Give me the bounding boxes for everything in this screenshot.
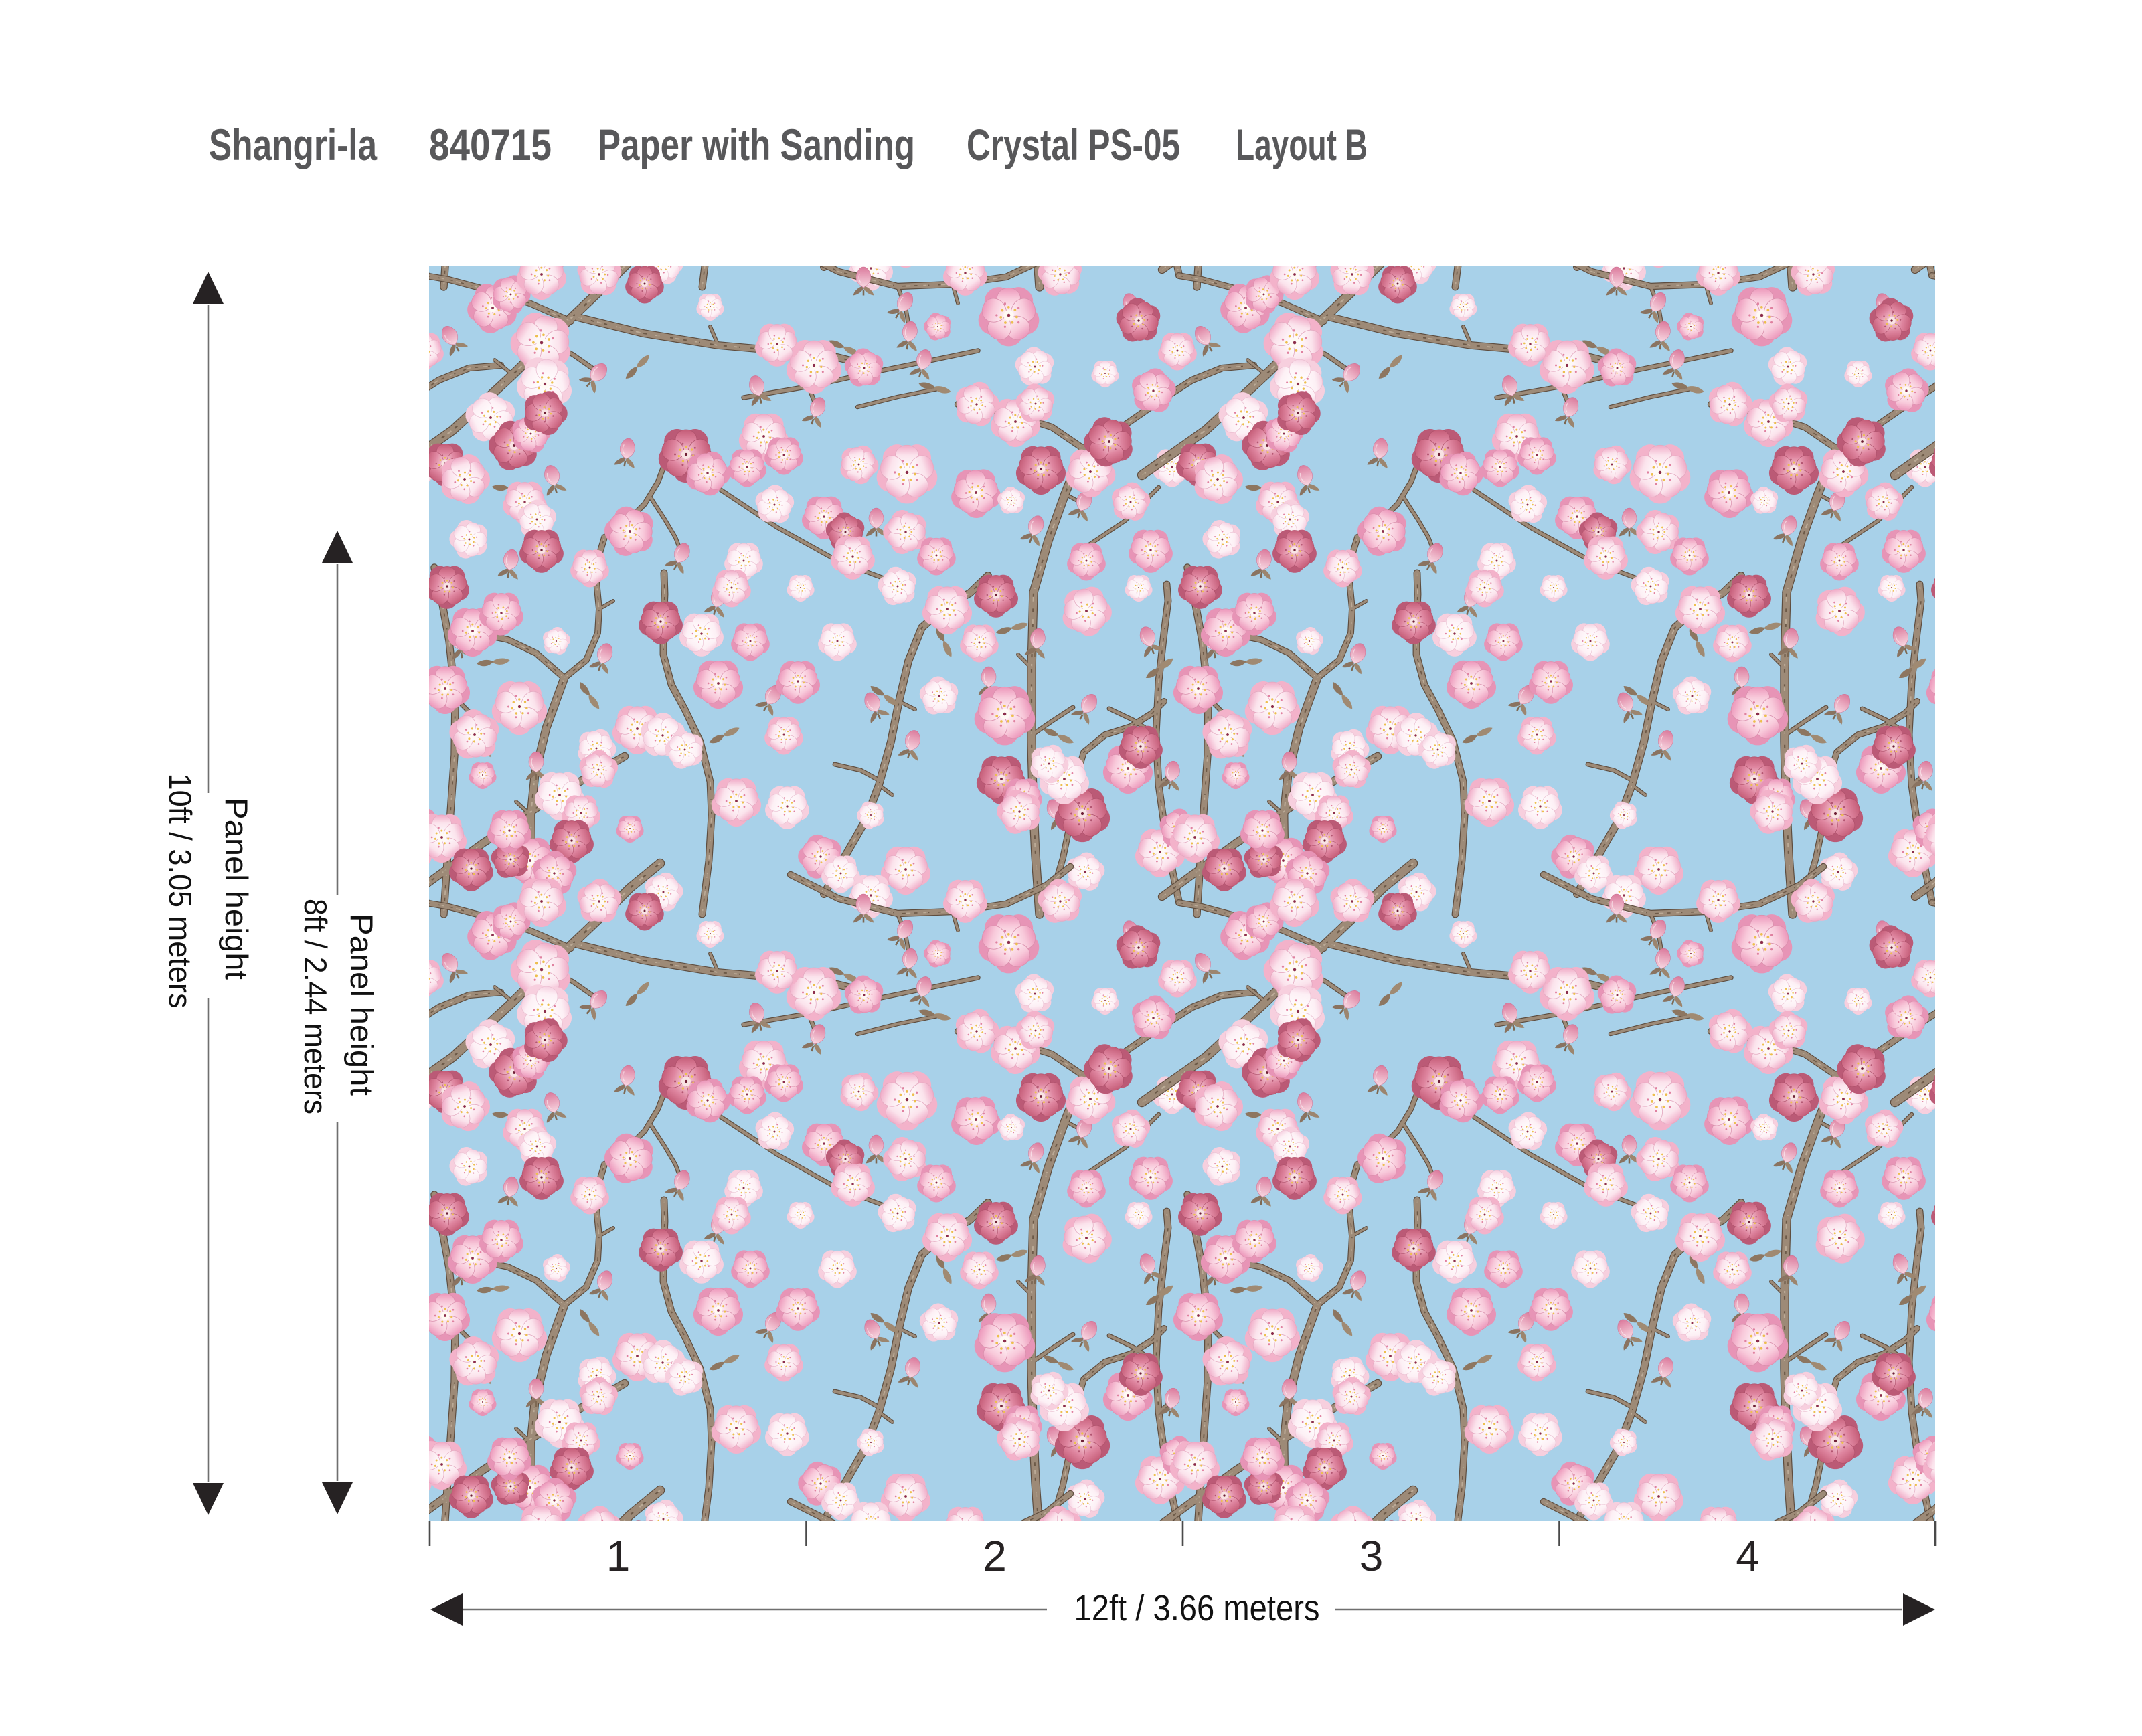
svg-text:3: 3: [1360, 1532, 1384, 1580]
svg-text:840715: 840715: [429, 120, 552, 169]
svg-text:1: 1: [606, 1532, 631, 1580]
svg-text:Paper with Sanding: Paper with Sanding: [598, 120, 915, 169]
svg-text:Panel height: Panel height: [344, 914, 380, 1096]
svg-text:12ft / 3.66 meters: 12ft / 3.66 meters: [1074, 1588, 1320, 1628]
svg-text:Panel height: Panel height: [219, 798, 254, 980]
svg-text:2: 2: [983, 1532, 1007, 1580]
svg-text:Crystal PS-05: Crystal PS-05: [967, 120, 1180, 169]
svg-text:10ft / 3.05 meters: 10ft / 3.05 meters: [163, 774, 198, 1009]
svg-text:Layout B: Layout B: [1236, 120, 1368, 169]
svg-text:4: 4: [1736, 1532, 1760, 1580]
svg-text:Shangri-la: Shangri-la: [209, 120, 378, 169]
svg-text:8ft / 2.44 meters: 8ft / 2.44 meters: [298, 899, 333, 1114]
